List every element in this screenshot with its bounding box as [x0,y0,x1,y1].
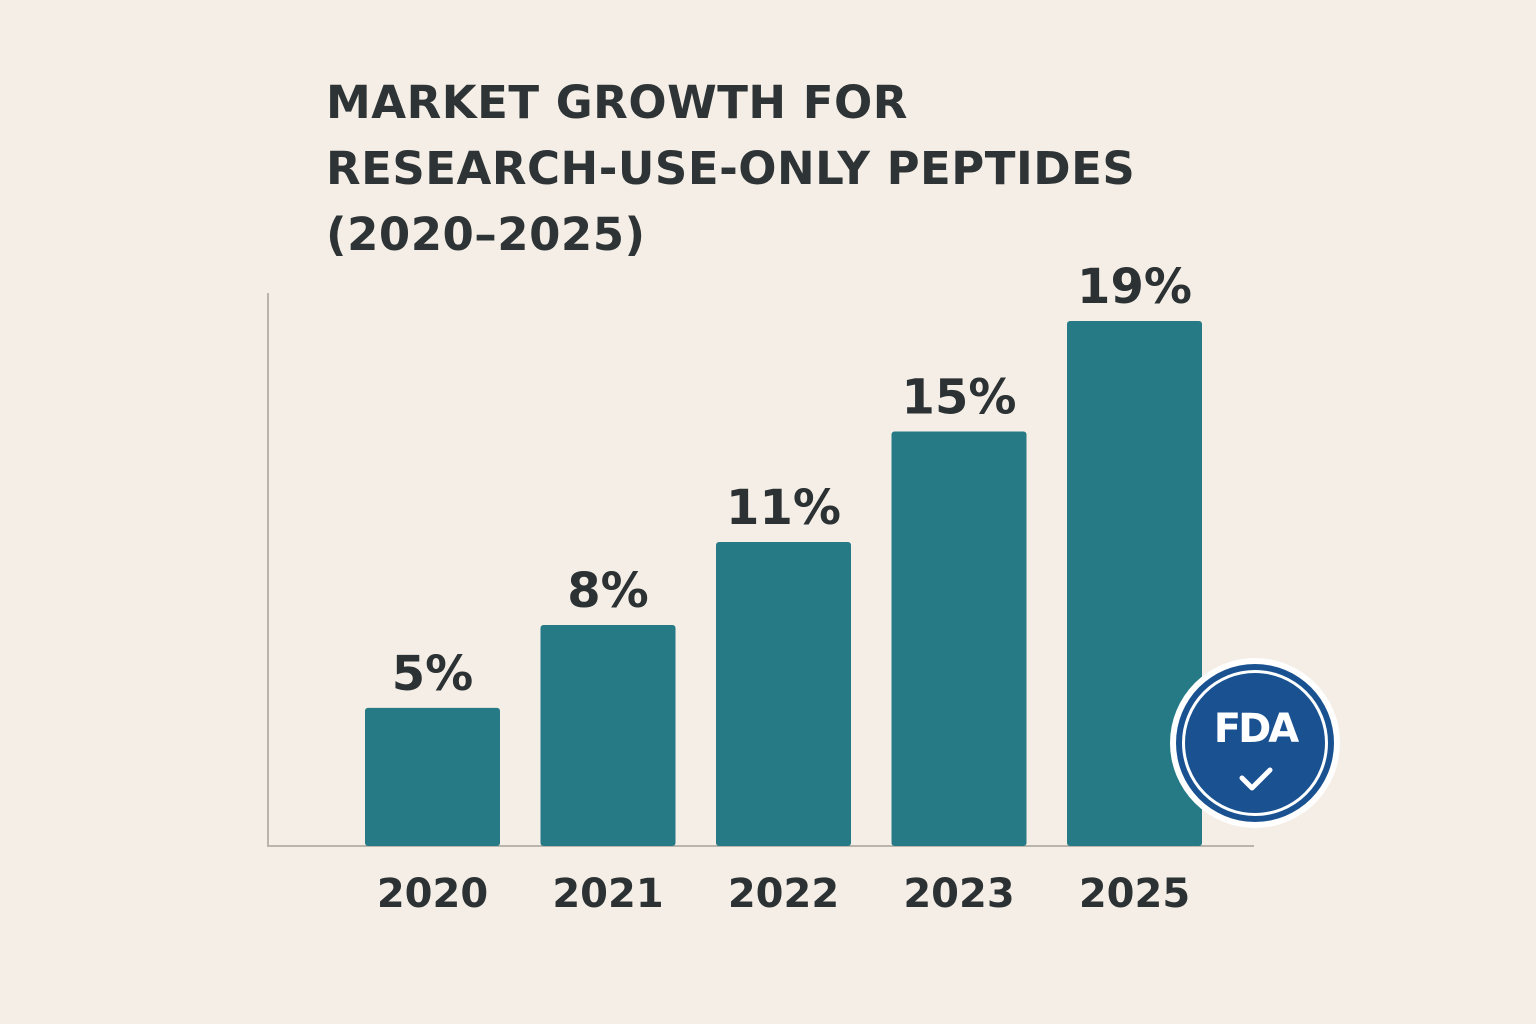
x-tick-label-2021: 2021 [552,871,663,917]
chart-title-line-1: MARKET GROWTH FOR [326,76,908,129]
x-tick-label-2023: 2023 [903,871,1014,917]
fda-badge: FDA [1170,658,1340,828]
bar-2025 [1067,321,1202,846]
chart-title-line-2: RESEARCH-USE-ONLY PEPTIDES [326,142,1136,195]
chart-bars [365,321,1202,846]
value-label-2023: 15% [902,370,1017,426]
chart-value-labels: 5% 8% 11% 15% 19% [392,259,1192,702]
value-label-2020: 5% [392,646,474,702]
value-label-2022: 11% [726,480,841,536]
bar-2022 [716,542,851,846]
chart-title: MARKET GROWTH FOR RESEARCH-USE-ONLY PEPT… [326,70,1135,268]
x-tick-label-2022: 2022 [728,871,839,917]
fda-badge-ring [1182,670,1328,816]
chart-title-line-3: (2020–2025) [326,208,646,261]
value-label-2025: 19% [1077,259,1192,315]
bar-2021 [540,624,676,846]
bar-2023 [891,431,1027,846]
x-tick-label-2020: 2020 [377,871,488,917]
fda-logo-text: FDA [1213,706,1299,752]
value-label-2021: 8% [567,563,649,619]
fda-badge-circle: FDA [1176,664,1334,822]
bar-2020 [365,707,500,846]
x-tick-label-2025: 2025 [1079,871,1190,917]
checkmark-icon [1239,767,1273,791]
chart-x-tick-labels: 2020 2021 2022 2023 2025 [377,871,1190,917]
